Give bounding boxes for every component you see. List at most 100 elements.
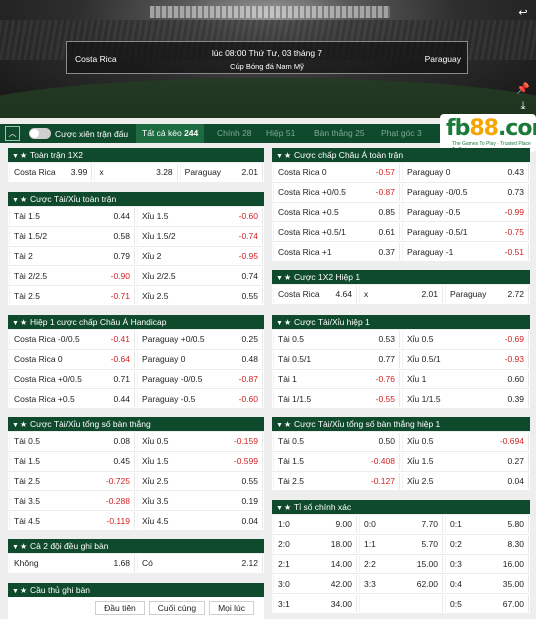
odds-cell[interactable]: Costa Rica +0.5 0.85 <box>273 203 400 221</box>
odds-cell[interactable]: Xỉu 0.5 -0.159 <box>137 433 263 450</box>
odds-cell[interactable]: Costa Rica +1 0.37 <box>273 243 400 260</box>
panel-header[interactable]: ▼★ Cược Tài/Xỉu tổng số bàn thắng hiệp 1 <box>272 417 530 431</box>
odds-cell[interactable]: Xỉu 4.5 0.04 <box>137 512 263 529</box>
odds-cell[interactable]: Xỉu 1/1.5 0.39 <box>402 390 529 408</box>
star-icon[interactable]: ★ <box>20 318 28 327</box>
tab-goals[interactable]: Bàn thắng 25 <box>314 128 365 138</box>
odds-cell[interactable]: Xỉu 3.5 0.19 <box>137 492 263 510</box>
odds-cell[interactable]: Tài 0.5 0.08 <box>9 433 135 450</box>
odds-cell[interactable]: Paraguay 0 0.43 <box>402 164 529 181</box>
odds-cell[interactable]: Tài 1 -0.76 <box>273 370 400 388</box>
panel-header[interactable]: ▼★ Cược Tài/Xỉu tổng số bàn thắng <box>8 417 264 431</box>
odds-cell[interactable]: 2:2 15.00 <box>359 555 443 573</box>
star-icon[interactable]: ★ <box>284 151 292 160</box>
odds-cell[interactable]: Tài 2.5 -0.725 <box>9 472 135 490</box>
odds-cell[interactable]: Costa Rica 0 -0.64 <box>9 350 135 368</box>
odds-cell[interactable]: x 2.01 <box>359 286 443 303</box>
star-icon[interactable]: ★ <box>284 318 292 327</box>
odds-cell[interactable]: Paraguay -0.5 -0.99 <box>402 203 529 221</box>
panel-header[interactable]: ▼★ Tỉ số chính xác <box>272 500 530 514</box>
odds-cell[interactable]: 3:3 62.00 <box>359 575 443 593</box>
odds-cell[interactable]: Tài 1.5/2 0.58 <box>9 227 135 245</box>
panel-header[interactable]: ▼★ Cược 1X2 Hiệp 1 <box>272 270 530 284</box>
odds-cell[interactable]: Xỉu 2.5 0.55 <box>137 472 263 490</box>
odds-cell[interactable]: Paraguay -1 -0.51 <box>402 243 529 260</box>
download-icon[interactable]: ⤓ <box>520 100 526 112</box>
odds-cell[interactable]: Xỉu 0.5 -0.694 <box>402 433 529 450</box>
odds-cell[interactable]: 0:3 16.00 <box>445 555 529 573</box>
odds-cell[interactable]: Tài 3.5 -0.288 <box>9 492 135 510</box>
star-icon[interactable]: ★ <box>20 151 28 160</box>
odds-cell[interactable]: Xỉu 2 -0.95 <box>137 247 263 265</box>
odds-cell[interactable]: 2:0 18.00 <box>273 535 357 553</box>
odds-cell[interactable]: Xỉu 2.5 0.04 <box>402 472 529 490</box>
odds-cell[interactable]: Paraguay 2.72 <box>445 286 529 303</box>
odds-cell[interactable]: 0:5 67.00 <box>445 595 529 612</box>
odds-cell[interactable]: Xỉu 0.5/1 -0.93 <box>402 350 529 368</box>
scorer-option-button[interactable]: Cuối cùng <box>148 601 206 615</box>
tab-corners[interactable]: Phạt góc 3 <box>381 128 422 138</box>
odds-cell[interactable]: Xỉu 1.5 -0.60 <box>137 208 263 225</box>
odds-cell[interactable]: Tài 2 0.79 <box>9 247 135 265</box>
odds-cell[interactable]: 3:1 34.00 <box>273 595 357 612</box>
tab-all[interactable]: Tất cả kèo 244 <box>136 124 205 143</box>
odds-cell[interactable]: Xỉu 0.5 -0.69 <box>402 331 529 348</box>
odds-cell[interactable]: Paraguay -0.5/1 -0.75 <box>402 223 529 241</box>
odds-cell[interactable]: x 3.28 <box>94 164 178 181</box>
odds-cell[interactable]: Tài 4.5 -0.119 <box>9 512 135 529</box>
odds-cell[interactable]: Không 1.68 <box>9 555 135 572</box>
panel-header[interactable]: ▼★ Cược Tài/Xỉu hiệp 1 <box>272 315 530 329</box>
panel-header[interactable]: ▼★ Toàn trận 1X2 <box>8 148 264 162</box>
odds-cell[interactable]: Paraguay -0/0.5 -0.87 <box>137 370 263 388</box>
odds-cell[interactable]: Tài 1/1.5 -0.55 <box>273 390 400 408</box>
panel-header[interactable]: ▼★ Hiệp 1 cược chấp Châu Á Handicap <box>8 315 264 329</box>
star-icon[interactable]: ★ <box>20 542 28 551</box>
odds-cell[interactable]: Costa Rica 4.64 <box>273 286 357 303</box>
odds-cell[interactable]: Costa Rica 3.99 <box>9 164 93 181</box>
odds-cell[interactable]: Có 2.12 <box>137 555 263 572</box>
odds-cell[interactable]: Xỉu 1 0.60 <box>402 370 529 388</box>
star-icon[interactable]: ★ <box>20 420 28 429</box>
odds-cell[interactable]: 3:0 42.00 <box>273 575 357 593</box>
odds-cell[interactable]: Costa Rica +0/0.5 0.71 <box>9 370 135 388</box>
tab-main[interactable]: Chính 28 <box>217 128 252 138</box>
panel-header[interactable]: ▼★ Cầu thủ ghi bàn <box>8 583 264 597</box>
star-icon[interactable]: ★ <box>284 420 292 429</box>
odds-cell[interactable]: Paraguay -0/0.5 0.73 <box>402 183 529 201</box>
odds-cell[interactable]: Costa Rica +0.5 0.44 <box>9 390 135 408</box>
odds-cell[interactable]: 1:0 9.00 <box>273 516 357 533</box>
collapse-all-icon[interactable]: ︿ <box>5 126 20 141</box>
odds-cell[interactable]: Tài 2/2.5 -0.90 <box>9 267 135 285</box>
odds-cell[interactable]: Costa Rica +0.5/1 0.61 <box>273 223 400 241</box>
star-icon[interactable]: ★ <box>20 586 28 595</box>
odds-cell[interactable]: 1:1 5.70 <box>359 535 443 553</box>
odds-cell[interactable]: Costa Rica 0 -0.57 <box>273 164 400 181</box>
odds-cell[interactable]: Costa Rica +0/0.5 -0.87 <box>273 183 400 201</box>
panel-header[interactable]: ▼★ Cược chấp Châu Á toàn trận <box>272 148 530 162</box>
odds-cell[interactable]: Xỉu 1.5 0.27 <box>402 452 529 470</box>
star-icon[interactable]: ★ <box>284 503 292 512</box>
odds-cell[interactable]: Tài 2.5 -0.127 <box>273 472 400 490</box>
back-icon[interactable]: ↩ <box>518 7 528 19</box>
odds-cell[interactable]: Tài 1.5 0.44 <box>9 208 135 225</box>
odds-cell[interactable]: Tài 2.5 -0.71 <box>9 287 135 304</box>
scorer-option-button[interactable]: Mọi lúc <box>209 601 254 615</box>
odds-cell[interactable]: 0:0 7.70 <box>359 516 443 533</box>
odds-cell[interactable]: Tài 1.5 0.45 <box>9 452 135 470</box>
odds-cell[interactable]: Tài 1.5 -0.408 <box>273 452 400 470</box>
odds-cell[interactable]: 0:1 5.80 <box>445 516 529 533</box>
odds-cell[interactable]: Xỉu 1.5/2 -0.74 <box>137 227 263 245</box>
panel-header[interactable]: ▼★ Cược Tài/Xỉu toàn trận <box>8 192 264 206</box>
star-icon[interactable]: ★ <box>20 195 28 204</box>
odds-cell[interactable]: 2:1 14.00 <box>273 555 357 573</box>
scorer-option-button[interactable]: Đầu tiên <box>95 601 145 615</box>
odds-cell[interactable]: Paraguay 0 0.48 <box>137 350 263 368</box>
pin-icon[interactable]: 📌 <box>516 83 530 95</box>
combo-toggle[interactable] <box>29 128 51 139</box>
odds-cell[interactable]: Xỉu 2/2.5 0.74 <box>137 267 263 285</box>
odds-cell[interactable]: 0:4 35.00 <box>445 575 529 593</box>
odds-cell[interactable]: Tài 0.5 0.53 <box>273 331 400 348</box>
odds-cell[interactable] <box>359 595 443 612</box>
odds-cell[interactable]: Costa Rica -0/0.5 -0.41 <box>9 331 135 348</box>
star-icon[interactable]: ★ <box>284 273 292 282</box>
